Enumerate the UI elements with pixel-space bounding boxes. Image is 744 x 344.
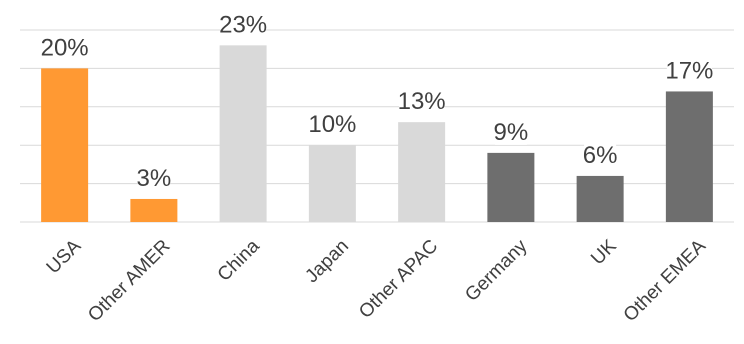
data-label-background [584,139,617,168]
bar-other-emea [665,91,713,222]
data-label-background [399,86,445,115]
bar-other-amer [130,198,178,222]
data-label-background [220,9,266,38]
data-label-background [137,162,170,191]
data-label-other-emea: 17% [665,57,713,84]
data-label-other-apac: 13% [398,88,446,115]
data-label-background [309,109,355,138]
x-tick-label-other-emea: Other EMEA [620,236,710,326]
data-label-other-amer: 3% [137,165,172,192]
bar-uk [576,175,624,222]
bars [41,45,713,223]
x-tick-label-other-apac: Other APAC [355,236,442,323]
x-tick-label-china: China [214,235,264,285]
bar-china [219,45,267,222]
x-tick-label-other-amer: Other AMER [84,236,174,326]
data-label-background [42,32,88,61]
data-label-china: 23% [219,11,267,38]
x-tick-label-usa: USA [43,236,86,279]
x-tick-label-germany: Germany [461,235,531,305]
data-label-uk: 6% [583,142,618,169]
bar-usa [41,68,89,223]
bar-other-apac [398,122,446,222]
x-tick-label-japan: Japan [301,236,352,287]
gridlines [20,29,734,223]
data-label-germany: 9% [494,119,529,146]
bar-japan [308,145,356,222]
data-label-usa: 20% [41,34,89,61]
data-labels: 20% 3% 23% 10% 13% 9% 6% 17% [41,9,713,192]
data-label-japan: 10% [308,111,356,138]
x-tick-label-uk: UK [587,236,621,270]
data-label-background [494,116,527,145]
bar-germany [487,152,535,222]
data-label-background [666,55,712,84]
